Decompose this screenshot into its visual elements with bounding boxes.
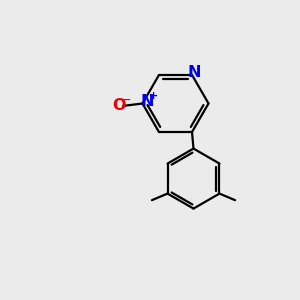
Text: N: N xyxy=(188,65,201,80)
Text: N: N xyxy=(140,94,154,109)
Text: +: + xyxy=(149,91,158,101)
Text: −: − xyxy=(122,95,132,105)
Text: O: O xyxy=(113,98,126,113)
